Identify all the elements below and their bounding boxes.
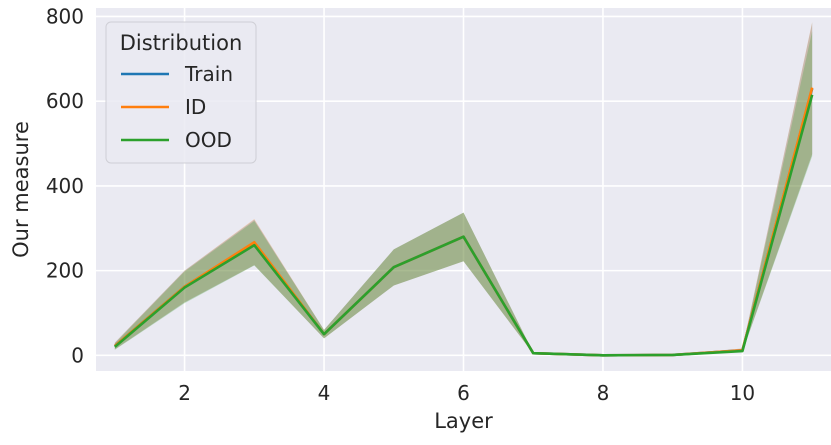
series-line — [113, 94, 814, 357]
x-tick-label: 6 — [457, 381, 470, 405]
y-tick-label: 200 — [46, 259, 84, 283]
y-tick-labels: 0 200 400 600 800 — [46, 4, 84, 367]
x-tick-labels: 2 4 6 8 10 — [178, 381, 755, 405]
x-tick-label: 10 — [730, 381, 755, 405]
series-lines — [113, 87, 814, 357]
y-tick-label: 600 — [46, 89, 84, 113]
y-tick-label: 800 — [46, 4, 84, 28]
x-axis-label: Layer — [434, 409, 493, 433]
legend-items: Train ID OOD — [121, 62, 233, 152]
legend-label: ID — [185, 95, 206, 119]
x-tick-label: 4 — [318, 381, 331, 405]
y-tick-label: 400 — [46, 174, 84, 198]
legend-label: OOD — [185, 128, 232, 152]
legend-title: Distribution — [120, 31, 243, 55]
x-tick-label: 2 — [178, 381, 191, 405]
legend-box — [105, 21, 257, 164]
legend: Distribution Train ID OOD — [105, 21, 257, 164]
x-tick-label: 8 — [597, 381, 610, 405]
y-axis-label: Our measure — [9, 121, 33, 258]
legend-label: Train — [184, 62, 233, 86]
y-tick-label: 0 — [71, 343, 84, 367]
